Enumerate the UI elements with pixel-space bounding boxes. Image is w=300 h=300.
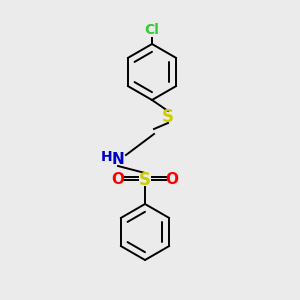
Text: N: N	[112, 152, 124, 166]
Text: O: O	[112, 172, 124, 188]
Text: O: O	[166, 172, 178, 188]
Text: Cl: Cl	[145, 23, 159, 37]
Text: S: S	[139, 171, 151, 189]
Text: H: H	[101, 150, 113, 164]
Text: S: S	[162, 108, 174, 126]
